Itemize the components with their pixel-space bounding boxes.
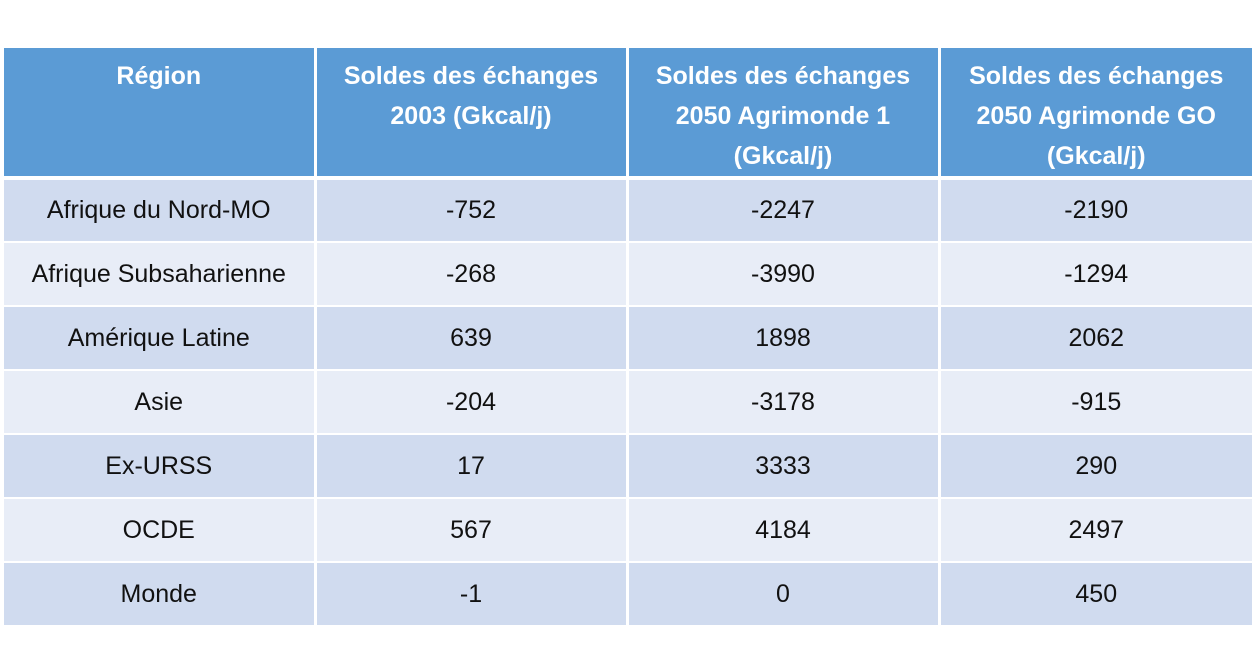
header-balance-2003: Soldes des échanges 2003 (Gkcal/j) <box>315 48 629 180</box>
header-agrimonde-go-line-2: 2050 Agrimonde GO <box>976 102 1216 130</box>
cell-balance-2003: -204 <box>315 370 629 435</box>
cell-region: Afrique Subsaharienne <box>4 242 317 307</box>
cell-region: Afrique du Nord-MO <box>4 178 317 243</box>
trade-balance-table: Région Soldes des échanges 2003 (Gkcal/j… <box>4 48 1252 627</box>
cell-region: OCDE <box>4 498 317 563</box>
cell-balance-2003: -752 <box>315 178 629 243</box>
cell-balance-agrimonde-1: 1898 <box>627 306 941 371</box>
cell-balance-agrimonde-go: 2062 <box>939 306 1252 371</box>
cell-balance-2003: -268 <box>315 242 629 307</box>
header-agrimonde-go-line-1: Soldes des échanges <box>969 62 1224 90</box>
table-row: OCDE 567 4184 2497 <box>4 498 1252 563</box>
cell-balance-2003: -1 <box>315 562 629 627</box>
table-row: Afrique Subsaharienne -268 -3990 -1294 <box>4 242 1252 307</box>
table-row: Amérique Latine 639 1898 2062 <box>4 306 1252 371</box>
cell-balance-agrimonde-go: -1294 <box>939 242 1252 307</box>
cell-balance-agrimonde-1: -3178 <box>627 370 941 435</box>
header-balance-2003-line-2: 2003 (Gkcal/j) <box>390 102 552 130</box>
table-row: Ex-URSS 17 3333 290 <box>4 434 1252 499</box>
table-row: Monde -1 0 450 <box>4 562 1252 627</box>
header-row: Région Soldes des échanges 2003 (Gkcal/j… <box>4 48 1252 180</box>
cell-balance-agrimonde-1: 3333 <box>627 434 941 499</box>
cell-region: Monde <box>4 562 317 627</box>
header-balance-2050-agrimonde-go: Soldes des échanges 2050 Agrimonde GO (G… <box>939 48 1252 180</box>
header-region: Région <box>4 48 317 180</box>
cell-balance-2003: 639 <box>315 306 629 371</box>
cell-balance-agrimonde-go: -915 <box>939 370 1252 435</box>
cell-balance-agrimonde-go: 450 <box>939 562 1252 627</box>
cell-balance-agrimonde-1: 0 <box>627 562 941 627</box>
cell-balance-agrimonde-1: 4184 <box>627 498 941 563</box>
header-region-line-1: Région <box>116 62 202 90</box>
cell-balance-2003: 17 <box>315 434 629 499</box>
cell-region: Ex-URSS <box>4 434 317 499</box>
cell-region: Asie <box>4 370 317 435</box>
cell-balance-agrimonde-go: 2497 <box>939 498 1252 563</box>
cell-balance-agrimonde-go: -2190 <box>939 178 1252 243</box>
table-header: Région Soldes des échanges 2003 (Gkcal/j… <box>4 48 1252 180</box>
header-balance-2003-line-1: Soldes des échanges <box>343 62 599 90</box>
header-agrimonde-1-line-3: (Gkcal/j) <box>733 142 833 170</box>
cell-balance-2003: 567 <box>315 498 629 563</box>
cell-balance-agrimonde-1: -3990 <box>627 242 941 307</box>
header-agrimonde-1-line-1: Soldes des échanges <box>655 62 911 90</box>
table-body: Afrique du Nord-MO -752 -2247 -2190 Afri… <box>4 178 1252 627</box>
table-row: Afrique du Nord-MO -752 -2247 -2190 <box>4 178 1252 243</box>
table-row: Asie -204 -3178 -915 <box>4 370 1252 435</box>
cell-region: Amérique Latine <box>4 306 317 371</box>
header-agrimonde-1-line-2: 2050 Agrimonde 1 <box>675 102 891 130</box>
cell-balance-agrimonde-go: 290 <box>939 434 1252 499</box>
cell-balance-agrimonde-1: -2247 <box>627 178 941 243</box>
header-agrimonde-go-line-3: (Gkcal/j) <box>1046 142 1146 170</box>
header-balance-2050-agrimonde-1: Soldes des échanges 2050 Agrimonde 1 (Gk… <box>627 48 941 180</box>
